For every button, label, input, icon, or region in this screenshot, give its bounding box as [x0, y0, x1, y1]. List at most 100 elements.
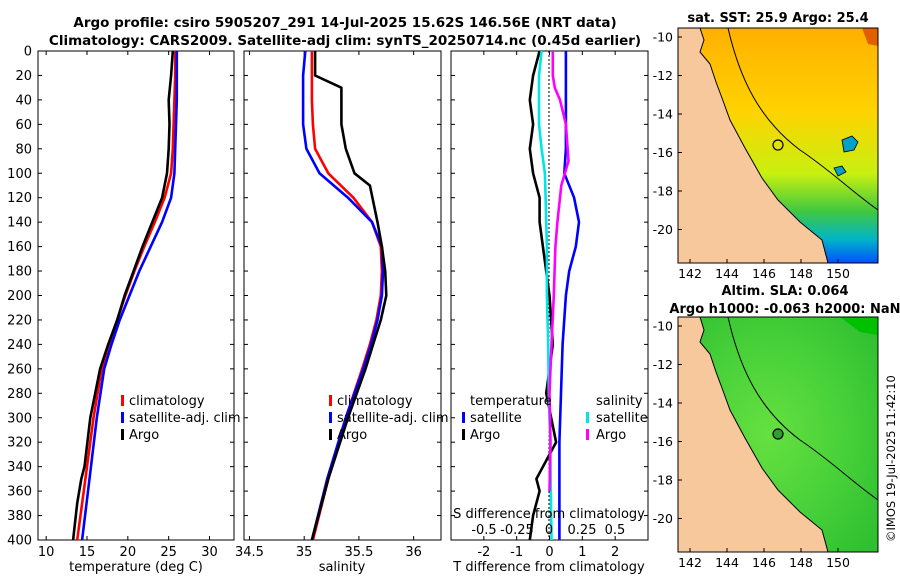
sst-argo-location: [772, 139, 784, 151]
x-tick-label: -1: [510, 545, 523, 560]
y-tick-label: 120: [7, 191, 32, 206]
sst-y-ticks: -10 -12 -14 -16 -18 -20: [653, 30, 682, 237]
x-tick-label: 1: [578, 545, 586, 560]
map-y-tick-label: -16: [653, 145, 673, 160]
map-x-tick-label: 148: [789, 555, 813, 570]
y-tick-label: 320: [7, 436, 32, 451]
sst-warm-patch: [862, 28, 878, 46]
legend-swatch: [329, 395, 332, 406]
sst-map-frame: [677, 27, 879, 264]
salinity-lines: [301, 50, 388, 541]
top-x-tick-label: -0.5: [471, 523, 496, 538]
x-tick-label: 2: [611, 545, 619, 560]
temperature-x-label: temperature (deg C): [69, 560, 203, 575]
map-y-tick-label: -14: [653, 107, 673, 122]
legend-label: satellite: [470, 411, 522, 426]
salinity-x-label: salinity: [319, 560, 366, 575]
series-climatology: [75, 51, 177, 541]
sla-y-ticks: -10 -12 -14 -16 -18 -20: [653, 319, 682, 526]
x-tick-label: 0: [545, 545, 553, 560]
series-argo: [310, 51, 388, 541]
legend-swatch: [462, 412, 465, 423]
y-tick-label: 140: [7, 216, 32, 231]
y-tick-label: 260: [7, 362, 32, 377]
x-tick-label: 34.5: [235, 545, 264, 560]
x-tick-label: 30: [201, 545, 218, 560]
top-x-tick-label: 0: [545, 523, 553, 538]
y-tick-label: 180: [7, 265, 32, 280]
top-x-tick-label: 0.5: [605, 523, 626, 538]
map-y-tick-label: -20: [653, 222, 673, 237]
difference-y-ticks: [451, 50, 648, 541]
legend-swatch: [121, 412, 124, 423]
salinity-plot: 34.5 35 35.5 36 climatology satellite-adj. c…: [235, 50, 449, 575]
difference-x-label: T difference from climatology: [452, 560, 645, 575]
legend-heading-salinity: salinity: [596, 394, 643, 409]
map-x-tick-label: 146: [752, 266, 776, 281]
x-tick-label: -2: [477, 545, 490, 560]
difference-legend: temperature salinity satellite Argo satellit…: [462, 394, 648, 443]
map-x-tick-label: 148: [789, 266, 813, 281]
figure-title-line1: Argo profile: csiro 5905207_291 14-Jul-2…: [73, 15, 617, 31]
temperature-legend: climatology satellite-adj. clim Argo: [121, 394, 241, 443]
sla-isobath: [727, 317, 878, 501]
map-y-tick-label: -18: [653, 184, 673, 199]
legend-heading-temperature: temperature: [470, 394, 552, 409]
y-tick-label: 200: [7, 289, 32, 304]
series-salinity-argo: [548, 51, 570, 492]
temperature-lines: [71, 50, 179, 541]
map-x-tick-label: 150: [826, 266, 850, 281]
legend-swatch: [329, 429, 332, 440]
top-x-tick-label: 0.25: [568, 523, 597, 538]
map-x-tick-label: 144: [715, 555, 739, 570]
salinity-y-ticks: [244, 50, 441, 541]
map-x-tick-label: 150: [826, 555, 850, 570]
map-y-tick-label: -20: [653, 511, 673, 526]
x-tick-label: 35: [296, 545, 313, 560]
x-tick-label: 20: [120, 545, 137, 560]
temperature-x-ticks: 10 15 20 25 30: [38, 51, 218, 560]
map-x-tick-label: 146: [752, 555, 776, 570]
y-tick-label: 400: [7, 534, 32, 549]
imos-credit: ©IMOS 19-Jul-2025 11:42:10: [884, 375, 898, 542]
legend-swatch: [586, 412, 589, 423]
difference-top-x-label: S difference from climatology: [453, 507, 645, 522]
sla-map-frame: [677, 316, 879, 553]
y-tick-label: 300: [7, 411, 32, 426]
legend-label: climatology: [129, 394, 205, 409]
legend-swatch: [121, 429, 124, 440]
map-x-tick-label: 142: [678, 266, 702, 281]
y-tick-label: 220: [7, 313, 32, 328]
y-tick-label: 20: [15, 69, 32, 84]
top-x-tick-label: -0.25: [500, 523, 534, 538]
map-y-tick-label: -12: [653, 68, 673, 83]
x-tick-label: 15: [79, 545, 96, 560]
salinity-x-ticks: 34.5 35 35.5 36: [235, 51, 422, 560]
y-tick-label: 60: [15, 118, 32, 133]
y-tick-label: 280: [7, 387, 32, 402]
y-tick-label: 160: [7, 240, 32, 255]
sla-land: [678, 317, 829, 552]
x-tick-label: 35.5: [344, 545, 373, 560]
legend-swatch: [121, 395, 124, 406]
sst-land: [678, 28, 829, 263]
legend-label: satellite-adj. clim: [129, 411, 241, 426]
legend-swatch: [462, 429, 465, 440]
legend-label: Argo: [337, 428, 367, 443]
series-temperature-argo: [528, 50, 558, 541]
map-x-tick-label: 142: [678, 555, 702, 570]
y-tick-label: 340: [7, 460, 32, 475]
legend-label: Argo: [470, 428, 500, 443]
legend-label: satellite-adj. clim: [337, 411, 449, 426]
temperature-axes-box: [37, 50, 235, 541]
difference-lines: [528, 50, 581, 541]
series-argo: [71, 50, 175, 541]
x-tick-label: 25: [160, 545, 177, 560]
map-y-tick-label: -18: [653, 473, 673, 488]
legend-label: Argo: [596, 428, 626, 443]
legend-swatch: [329, 412, 332, 423]
x-tick-label: 36: [405, 545, 422, 560]
difference-plot: -2 -1 0 1 2 temperature salinity satellite Argo…: [450, 50, 649, 575]
